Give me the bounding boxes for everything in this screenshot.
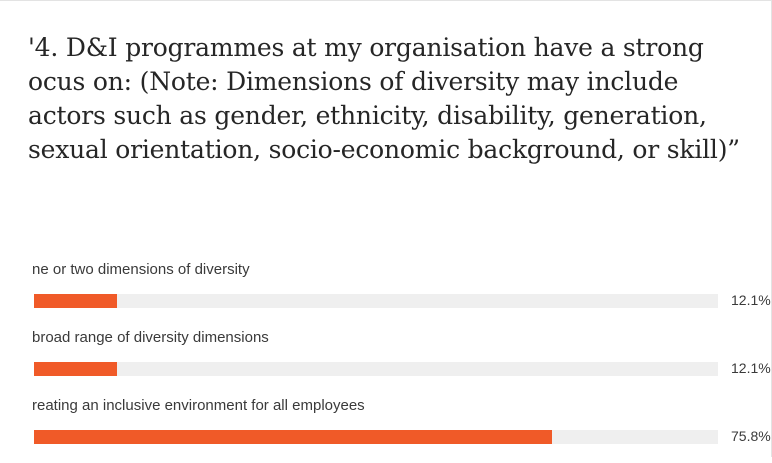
question-text: '4. D&I programmes at my organisation ha… [28, 31, 766, 167]
bar-fill [34, 430, 553, 444]
option-label: reating an inclusive environment for all… [32, 397, 365, 414]
bar-fill [34, 294, 117, 308]
poll-option: reating an inclusive environment for all… [0, 395, 772, 463]
percentage-label: 12.1% [731, 292, 771, 308]
question-line: '4. D&I programmes at my organisation ha… [28, 33, 704, 62]
percentage-label: 75.8% [731, 428, 771, 444]
option-label: broad range of diversity dimensions [32, 329, 269, 346]
question-line: ocus on: (Note: Dimensions of diversity … [28, 67, 679, 96]
question-line: sexual orientation, socio-economic backg… [28, 135, 740, 164]
bar-track [34, 362, 718, 376]
question-line: actors such as gender, ethnicity, disabi… [28, 101, 707, 130]
option-label: ne or two dimensions of diversity [32, 261, 250, 278]
percentage-label: 12.1% [731, 360, 771, 376]
poll-results: ne or two dimensions of diversity 12.1% … [0, 259, 772, 463]
bar-track [34, 294, 718, 308]
bar-track [34, 430, 718, 444]
poll-option: ne or two dimensions of diversity 12.1% [0, 259, 772, 327]
poll-option: broad range of diversity dimensions 12.1… [0, 327, 772, 395]
bar-fill [34, 362, 117, 376]
